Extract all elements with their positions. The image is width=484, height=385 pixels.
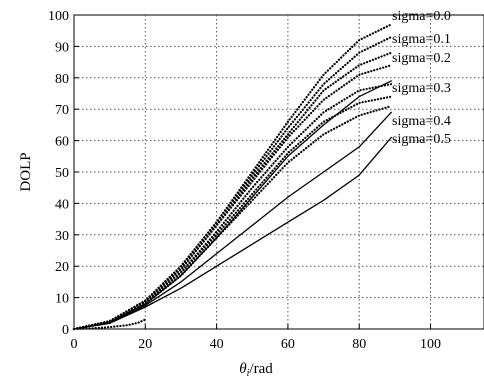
y-tick-label: 20 xyxy=(55,260,69,275)
x-tick-label: 20 xyxy=(138,337,152,352)
sigma-annotation-2: sigma=0.2 xyxy=(392,51,451,66)
series-group xyxy=(72,23,393,331)
x-tick-label: 80 xyxy=(352,337,366,352)
series-line-3 xyxy=(72,64,393,331)
series-line-1 xyxy=(72,35,393,331)
y-tick-label: 0 xyxy=(62,323,69,338)
x-axis-label-sub: i xyxy=(247,368,250,379)
y-tick-label: 70 xyxy=(55,103,69,118)
y-tick-label: 90 xyxy=(55,40,69,55)
ticks: 0 20 40 60 80 100 0 10 20 30 40 50 60 70 80 90 100 xyxy=(48,9,441,352)
series-line-10 xyxy=(72,318,147,331)
x-axis-label: θi/rad xyxy=(239,361,273,379)
y-tick-label: 50 xyxy=(55,166,69,181)
y-tick-label: 40 xyxy=(55,197,69,212)
sigma-annotation-5: sigma=0.5 xyxy=(392,132,451,147)
y-tick-label: 60 xyxy=(55,135,69,150)
x-axis-label-main: θ xyxy=(239,361,247,377)
annotations: sigma=0.0 sigma=0.1 sigma=0.2 sigma=0.3 sigm… xyxy=(392,9,451,147)
x-tick-label: 60 xyxy=(281,337,295,352)
series-line-9 xyxy=(73,136,392,330)
series-line-7 xyxy=(73,80,392,330)
sigma-annotation-4: sigma=0.4 xyxy=(392,114,451,129)
y-tick-label: 30 xyxy=(55,229,69,244)
x-tick-label: 0 xyxy=(71,337,78,352)
y-tick-label: 80 xyxy=(55,72,69,87)
sigma-annotation-0: sigma=0.0 xyxy=(392,9,451,24)
series-line-5 xyxy=(72,95,393,331)
y-axis-label: DOLP xyxy=(18,152,34,191)
y-tick-label: 10 xyxy=(55,292,69,307)
x-tick-label: 40 xyxy=(210,337,224,352)
series-line-0 xyxy=(72,23,393,331)
y-tick-label: 100 xyxy=(48,9,69,24)
sigma-annotation-1: sigma=0.1 xyxy=(392,32,451,47)
x-tick-label: 100 xyxy=(420,337,441,352)
sigma-annotation-3: sigma=0.3 xyxy=(392,81,451,96)
series-line-8 xyxy=(73,111,392,330)
x-axis-label-rest: /rad xyxy=(249,361,273,377)
